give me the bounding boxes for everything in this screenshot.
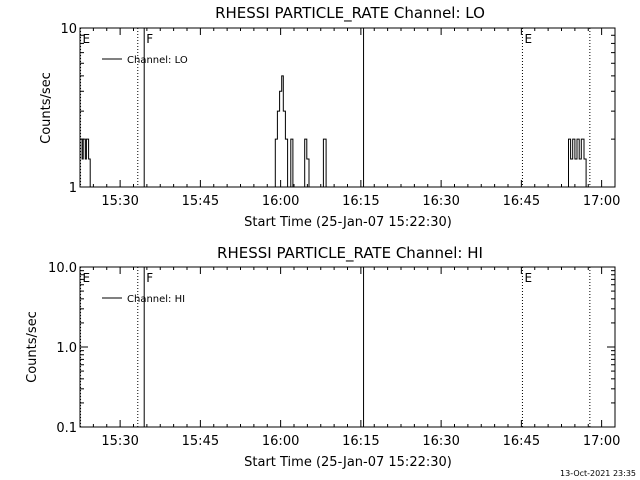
x-tick-label: 17:00 [583,434,620,449]
y-tick-label: 1 [69,181,77,196]
y-tick-label: 0.1 [56,421,77,436]
y-tick-label: 10.0 [48,261,77,276]
event-marker-label: E [83,271,91,285]
event-marker-label: E [524,271,532,285]
event-marker-label: E [83,32,91,46]
chart-panel-hi: RHESSI PARTICLE_RATE Channel: HI Counts/… [25,244,620,470]
x-tick-label: 15:45 [182,434,219,449]
y-axis-label: Counts/sec [25,311,40,383]
chart-title: RHESSI PARTICLE_RATE Channel: LO [215,4,485,23]
x-axis-label: Start Time (25-Jan-07 15:22:30) [244,215,452,230]
chart-title: RHESSI PARTICLE_RATE Channel: HI [217,244,483,263]
plot-frame [79,27,616,188]
event-marker-label: F [146,32,153,46]
x-tick-label: 16:45 [503,194,540,209]
x-tick-label: 15:30 [101,194,138,209]
event-marker-label: E [524,32,532,46]
x-tick-label: 16:00 [262,434,299,449]
legend-label: Channel: HI [127,294,185,305]
x-tick-label: 15:45 [182,194,219,209]
legend-label: Channel: LO [127,55,188,66]
x-tick-label: 16:00 [262,194,299,209]
y-tick-label: 10 [60,22,77,37]
x-tick-label: 17:00 [583,194,620,209]
event-marker-label: F [146,271,153,285]
footer-timestamp: 13-Oct-2021 23:35 [560,469,636,478]
x-tick-label: 16:30 [422,194,459,209]
x-tick-label: 15:30 [101,434,138,449]
x-axis-label: Start Time (25-Jan-07 15:22:30) [244,455,452,470]
y-tick-label: 1.0 [56,341,77,356]
x-tick-label: 16:45 [503,434,540,449]
x-tick-label: 16:15 [342,194,379,209]
plot-frame [79,266,616,428]
series-line [79,75,587,188]
y-axis-label: Counts/sec [39,72,54,144]
x-tick-label: 16:30 [422,434,459,449]
x-tick-label: 16:15 [342,434,379,449]
chart-panel-lo: RHESSI PARTICLE_RATE Channel: LO Counts/… [39,4,620,230]
